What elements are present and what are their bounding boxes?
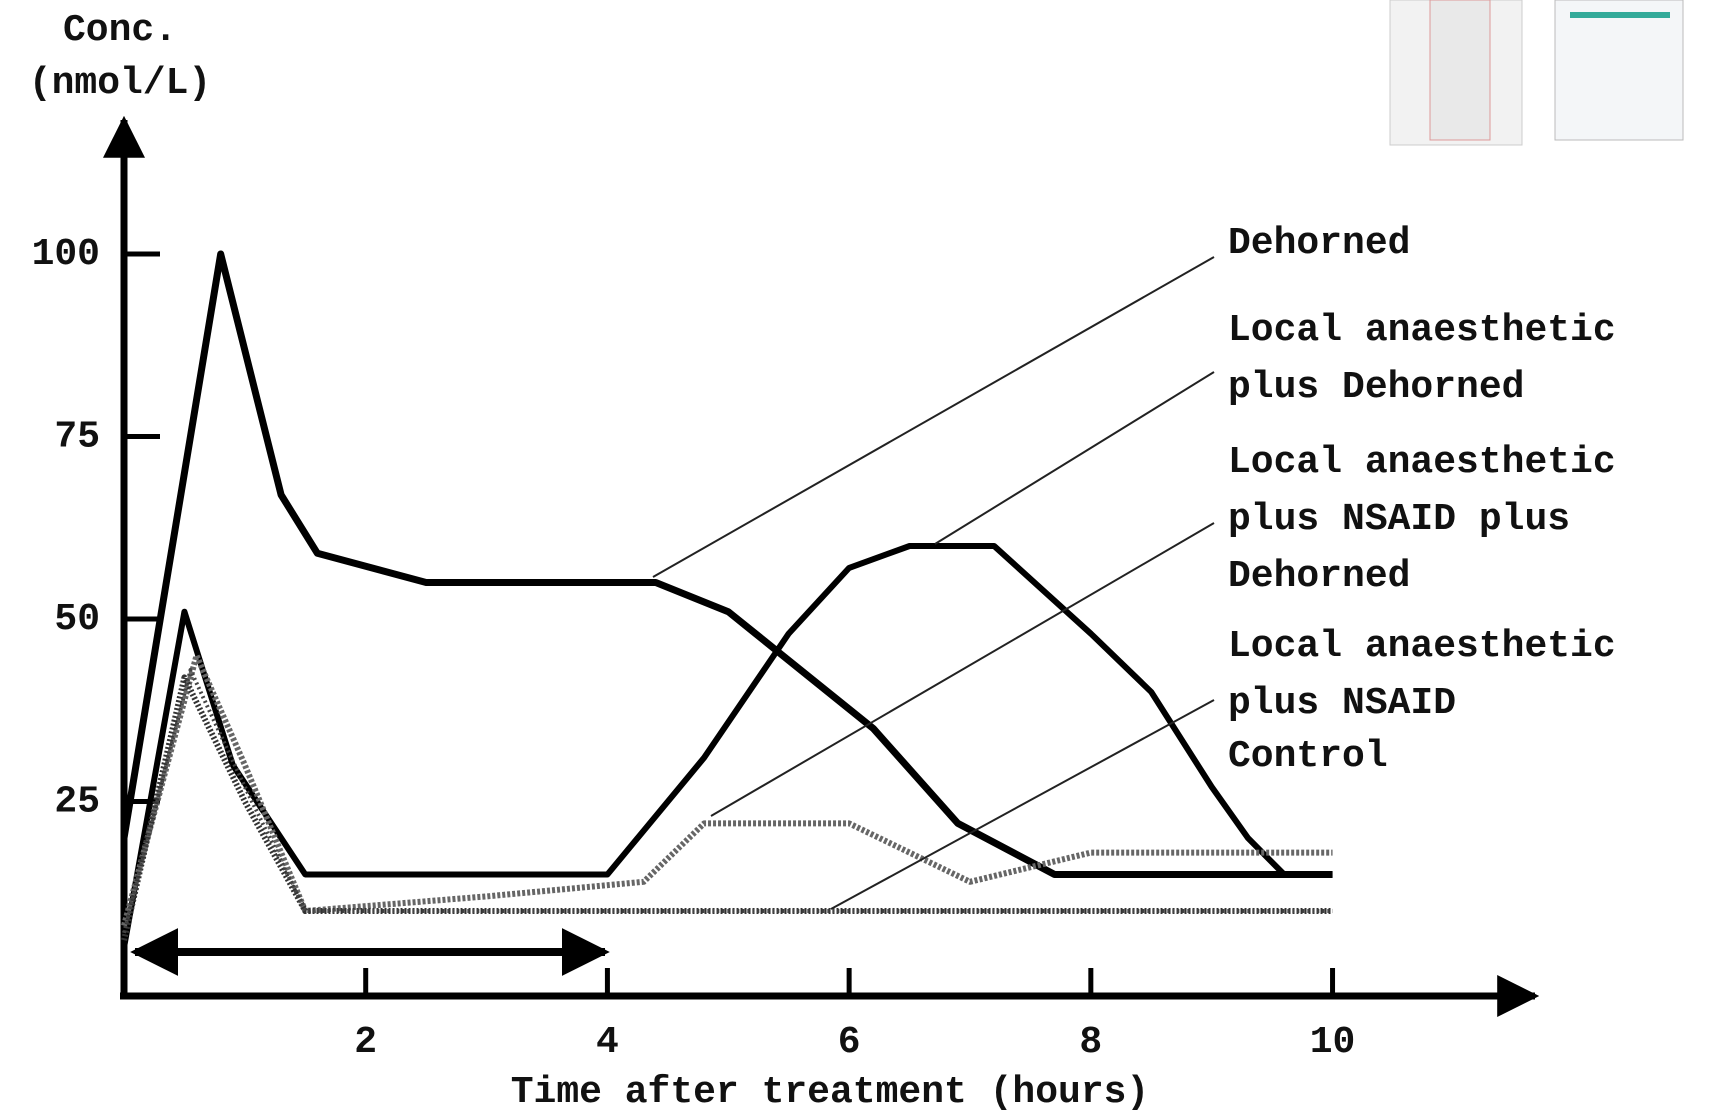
legend-label: Local anaesthetic plus NSAID plus Dehorned [1228,441,1616,598]
y-axis-label: (nmol/L) [29,62,211,105]
y-axis-label: Conc. [63,9,177,52]
leader-line [934,371,1215,545]
leader-line [830,699,1215,910]
legend-label: Dehorned [1228,222,1410,265]
x-tick-label: 4 [596,1021,619,1064]
legend-label: Local anaesthetic plus NSAID [1228,625,1616,725]
x-tick-label: 2 [354,1021,377,1064]
data-line [121,652,1333,927]
data-line [121,543,1333,949]
y-tick-label: 50 [54,598,100,641]
y-tick-label: 100 [32,233,100,276]
y-tick-label: 75 [54,416,100,459]
y-tick-label: 25 [54,781,100,824]
x-tick-label: 6 [838,1021,861,1064]
x-tick-label: 8 [1079,1021,1102,1064]
leader-line [710,522,1215,817]
x-tick-label: 10 [1310,1021,1356,1064]
data-line [122,668,1333,934]
data-line [120,250,1333,878]
leader-line [652,256,1215,578]
legend-label: Control [1228,735,1388,778]
legend-label: Local anaesthetic plus Dehorned [1228,309,1616,409]
x-axis-label: Time after treatment (hours) [511,1071,1150,1114]
data-line [121,674,1333,941]
product-images [1389,0,1684,146]
